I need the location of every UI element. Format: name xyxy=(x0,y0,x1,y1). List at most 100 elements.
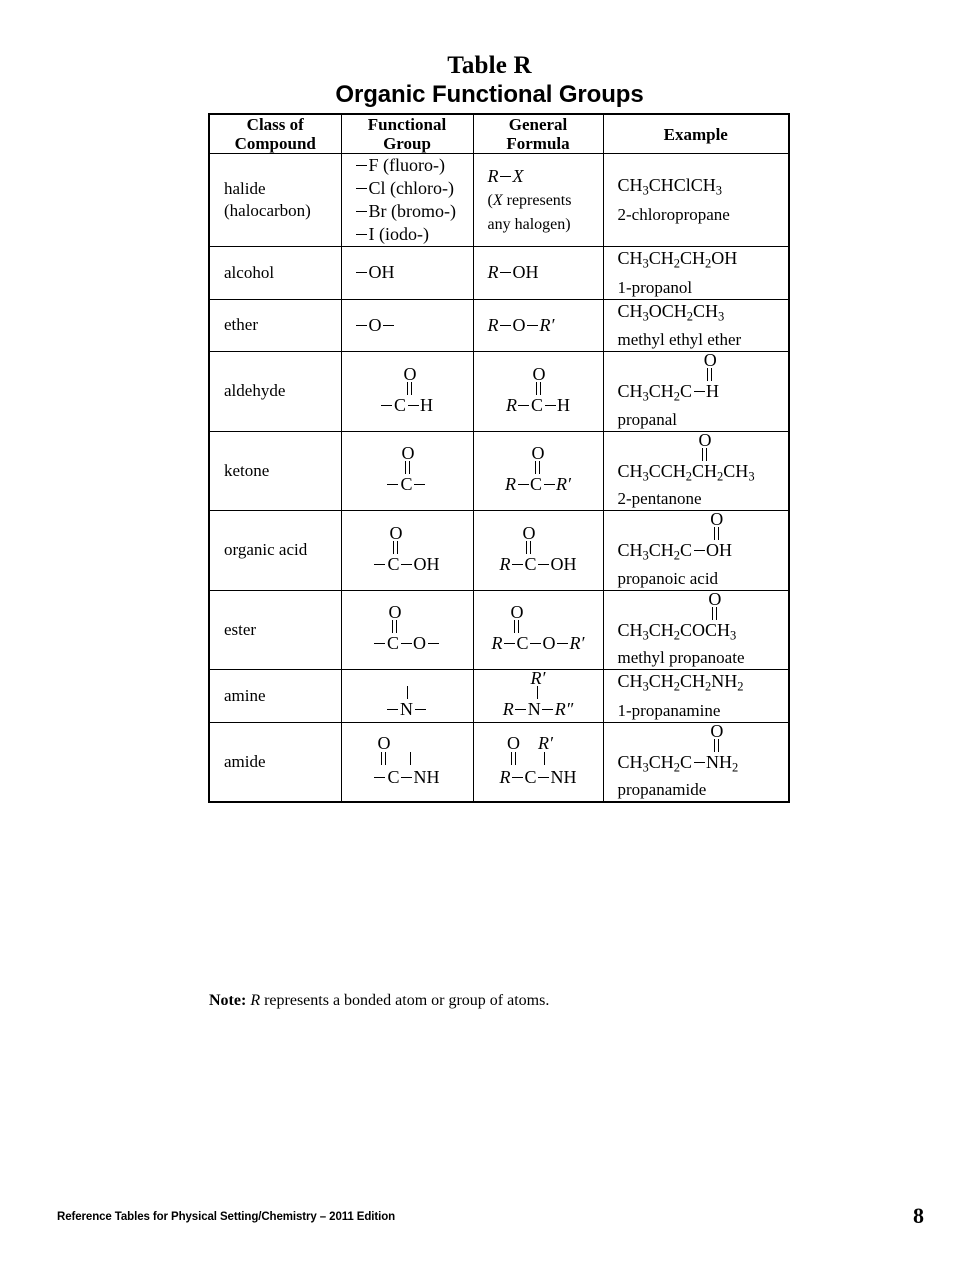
bond-dash-icon xyxy=(538,563,549,565)
bond-dash-icon xyxy=(401,776,412,778)
carbonyl-structure: O C OH xyxy=(374,524,440,575)
cell-example-organic-acid: O CH3CH2C OH propanoic acid xyxy=(602,510,790,591)
cell-general-formula-amine: R′ R N R″ xyxy=(472,668,604,723)
organic-functional-groups-table: Class of Compound Functional Group Gener… xyxy=(208,113,790,803)
bond-dash-icon xyxy=(373,643,385,645)
carbonyl-structure: O CH3CH2C H xyxy=(617,350,720,404)
cell-class-alcohol: alcohol xyxy=(208,246,342,300)
bond-dash-icon xyxy=(355,324,367,326)
bond-dash-icon xyxy=(500,272,511,274)
bond-dash-icon xyxy=(355,188,367,189)
amine-structure: R′ R N R″ xyxy=(502,668,574,720)
cell-class-organic-acid: organic acid xyxy=(208,510,342,591)
bond-dash-icon xyxy=(693,761,705,763)
double-bond-icon xyxy=(379,751,389,765)
cell-example-ether: CH3OCH2CH3 methyl ethyl ether xyxy=(602,298,790,352)
bond-dash-icon xyxy=(414,709,426,711)
cell-example-aldehyde: O CH3CH2C H propanal xyxy=(602,350,790,432)
double-bond-icon xyxy=(534,381,544,395)
bond-dash-icon xyxy=(518,404,530,406)
table-row: alcohol OH R OH CH3CH2CH2OH 1-propanol xyxy=(208,246,790,300)
cell-general-formula-ester: O R C O R′ xyxy=(472,589,604,670)
bond-dash-icon xyxy=(544,404,556,406)
bond-dash-icon xyxy=(355,211,367,212)
note-text: represents a bonded atom or group of ato… xyxy=(260,992,550,1009)
cell-functional-group-amine: N xyxy=(340,669,474,723)
table-note: Note: R represents a bonded atom or grou… xyxy=(209,991,549,1011)
bond-dash-icon xyxy=(511,776,523,778)
cell-functional-group-alcohol: OH xyxy=(340,246,474,300)
single-bond-icon xyxy=(533,686,543,700)
cell-functional-group-ether: O xyxy=(340,298,474,352)
footer-reference-line: Reference Tables for Physical Setting/Ch… xyxy=(57,1211,396,1223)
cell-functional-group-amide: O C NH xyxy=(340,721,474,803)
cell-example-halide: CH3CHClCH3 2-chloropropane xyxy=(602,153,790,247)
single-bond-icon xyxy=(406,751,416,765)
bond-dash-icon xyxy=(387,484,399,486)
bond-dash-icon xyxy=(400,643,412,645)
table-row: amine N R′ R N R″ xyxy=(208,668,790,723)
cell-class-halide: halide (halocarbon) xyxy=(208,153,342,247)
bond-dash-icon xyxy=(355,234,367,235)
bond-dash-icon xyxy=(530,643,542,645)
bond-dash-icon xyxy=(427,643,439,645)
bond-dash-icon xyxy=(538,776,549,778)
bond-dash-icon xyxy=(380,404,392,406)
double-bond-icon xyxy=(705,368,715,381)
cell-example-alcohol: CH3CH2CH2OH 1-propanol xyxy=(602,246,790,300)
double-bond-icon xyxy=(403,461,413,475)
amide-structure: O R′ R C NH xyxy=(499,732,577,787)
bond-dash-icon xyxy=(374,776,386,778)
cell-general-formula-amide: O R′ R C NH xyxy=(472,721,604,803)
bond-dash-icon xyxy=(527,324,538,326)
table-row: amide O xyxy=(208,720,790,803)
bond-dash-icon xyxy=(542,709,554,711)
cell-example-amide: O CH3CH2C NH2 propanamide xyxy=(602,720,790,803)
page-title: Table R xyxy=(447,52,532,79)
double-bond-icon xyxy=(512,620,522,634)
cell-class-ether: ether xyxy=(208,298,342,352)
bond-dash-icon xyxy=(374,563,386,565)
bond-dash-icon xyxy=(517,484,529,486)
double-bond-icon xyxy=(533,461,543,475)
double-bond-icon xyxy=(712,738,722,752)
column-header-general-formula: General Formula xyxy=(472,113,604,154)
table-header-row: Class of Compound Functional Group Gener… xyxy=(208,113,790,154)
bond-dash-icon xyxy=(693,391,705,392)
cell-functional-group-organic-acid: O C OH xyxy=(340,510,474,591)
column-header-functional-group: Functional Group xyxy=(340,113,474,154)
carbonyl-structure: O CH3CH2C NH2 xyxy=(617,720,739,775)
amide-structure: O C NH xyxy=(374,734,440,789)
bond-dash-icon xyxy=(355,272,367,274)
note-symbol: R xyxy=(250,992,261,1009)
bond-dash-icon xyxy=(543,484,555,486)
bond-dash-icon xyxy=(401,563,412,565)
double-bond-icon xyxy=(509,751,519,765)
carbonyl-structure: O R C O R′ xyxy=(491,602,585,654)
bond-dash-icon xyxy=(355,165,367,166)
cell-general-formula-ketone: O R C R′ xyxy=(472,430,604,511)
cell-example-ester: O CH3CH2COCH3 methyl propanoate xyxy=(602,590,790,670)
bond-dash-icon xyxy=(500,175,511,177)
bond-dash-icon xyxy=(407,404,419,406)
carbonyl-structure: O CH3CCH2CH2CH3 xyxy=(617,429,755,484)
bond-dash-icon xyxy=(515,709,527,711)
cell-class-ketone: ketone xyxy=(208,430,342,511)
single-bond-icon xyxy=(540,751,550,765)
bond-dash-icon xyxy=(383,324,394,326)
column-header-example: Example xyxy=(602,113,790,154)
table-row: ketone O C O R C R′ xyxy=(208,429,790,511)
cell-class-amide: amide xyxy=(208,721,342,803)
bond-dash-icon xyxy=(557,643,569,645)
bond-dash-icon xyxy=(387,709,398,711)
carbonyl-structure: O R C R′ xyxy=(505,443,571,495)
bond-dash-icon xyxy=(414,484,425,486)
